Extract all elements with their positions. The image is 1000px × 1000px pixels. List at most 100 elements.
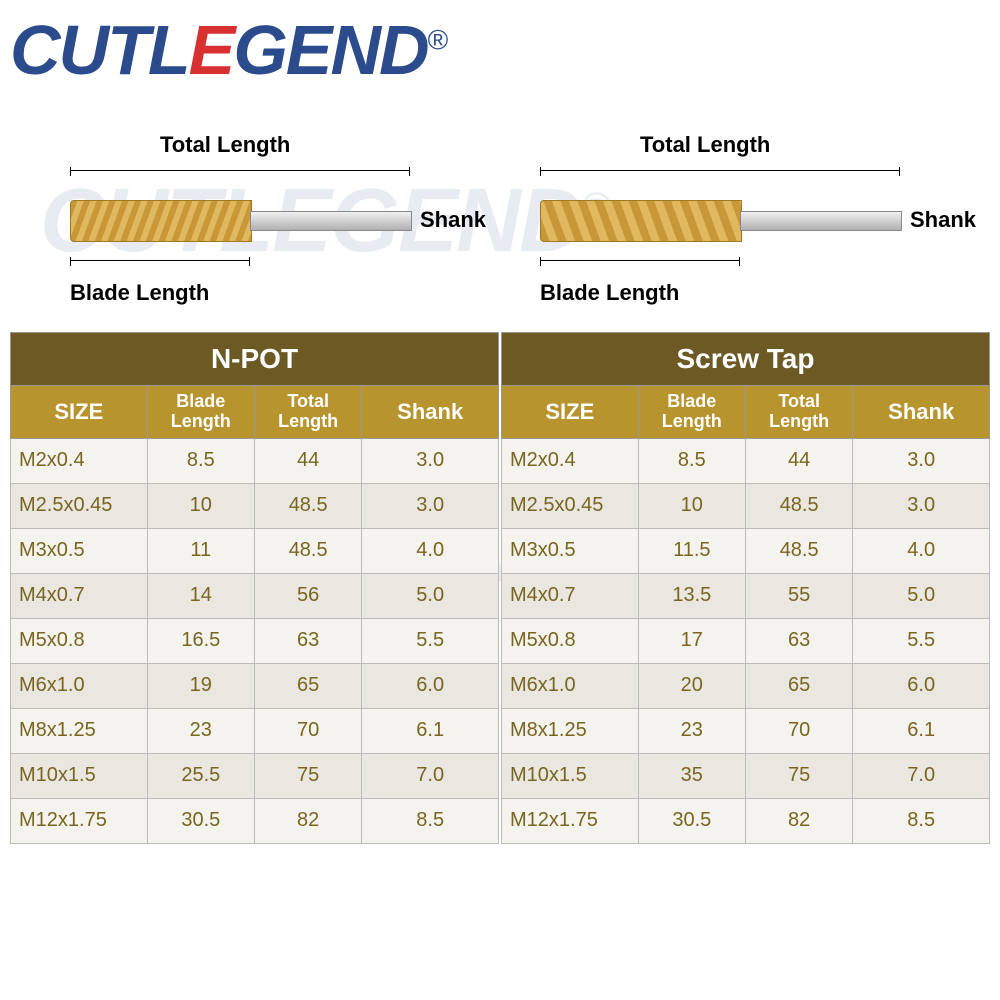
cell: 75 [254, 753, 361, 798]
cell: 56 [254, 573, 361, 618]
col-total: Total Length [745, 386, 852, 439]
cell: M8x1.25 [502, 708, 639, 753]
cell: M12x1.75 [11, 798, 148, 843]
table-row: M8x1.2523706.1 [502, 708, 990, 753]
cell: 7.0 [853, 753, 990, 798]
cell: 4.0 [853, 528, 990, 573]
cell: 3.0 [362, 438, 499, 483]
cell: 3.0 [853, 483, 990, 528]
cell: 14 [147, 573, 254, 618]
cell: 30.5 [638, 798, 745, 843]
cell: 10 [147, 483, 254, 528]
cell: 6.1 [362, 708, 499, 753]
cell: 48.5 [745, 483, 852, 528]
cell: 20 [638, 663, 745, 708]
cell: 7.0 [362, 753, 499, 798]
col-total: Total Length [254, 386, 361, 439]
cell: 4.0 [362, 528, 499, 573]
npot-body: M2x0.48.5443.0M2.5x0.451048.53.0M3x0.511… [11, 438, 499, 843]
brand-logo: CUTLEGEND® [10, 10, 446, 90]
cell: 8.5 [638, 438, 745, 483]
table-title: Screw Tap [502, 333, 990, 386]
cell: M2.5x0.45 [11, 483, 148, 528]
cell: M6x1.0 [11, 663, 148, 708]
col-size: SIZE [502, 386, 639, 439]
cell: 48.5 [745, 528, 852, 573]
cell: 63 [254, 618, 361, 663]
cell: 11 [147, 528, 254, 573]
cell: 48.5 [254, 483, 361, 528]
shank-label: Shank [420, 207, 486, 233]
table-row: M5x0.816.5635.5 [11, 618, 499, 663]
cell: 75 [745, 753, 852, 798]
table-row: M10x1.535757.0 [502, 753, 990, 798]
npot-table: N-POT SIZE Blade Length Total Length Sha… [10, 332, 499, 844]
spec-tables: N-POT SIZE Blade Length Total Length Sha… [10, 332, 990, 844]
cell: 3.0 [853, 438, 990, 483]
cell: M4x0.7 [11, 573, 148, 618]
cell: 63 [745, 618, 852, 663]
cell: M12x1.75 [502, 798, 639, 843]
cell: M5x0.8 [11, 618, 148, 663]
cell: 48.5 [254, 528, 361, 573]
cell: 19 [147, 663, 254, 708]
tool-diagrams: Total Length Shank Blade Length Total Le… [0, 140, 1000, 320]
col-blade: Blade Length [638, 386, 745, 439]
col-shank: Shank [853, 386, 990, 439]
cell: 13.5 [638, 573, 745, 618]
cell: 25.5 [147, 753, 254, 798]
cell: M10x1.5 [11, 753, 148, 798]
npot-diagram: Total Length Shank Blade Length [0, 140, 500, 320]
cell: 8.5 [853, 798, 990, 843]
cell: 65 [745, 663, 852, 708]
col-shank: Shank [362, 386, 499, 439]
table-row: M5x0.817635.5 [502, 618, 990, 663]
cell: 6.0 [853, 663, 990, 708]
cell: M3x0.5 [11, 528, 148, 573]
table-row: M4x0.714565.0 [11, 573, 499, 618]
screwtap-table: Screw Tap SIZE Blade Length Total Length… [501, 332, 990, 844]
table-row: M3x0.511.548.54.0 [502, 528, 990, 573]
screwtap-body: M2x0.48.5443.0M2.5x0.451048.53.0M3x0.511… [502, 438, 990, 843]
cell: 10 [638, 483, 745, 528]
shank-label: Shank [910, 207, 976, 233]
cell: 11.5 [638, 528, 745, 573]
cell: 16.5 [147, 618, 254, 663]
cell: 44 [254, 438, 361, 483]
col-blade: Blade Length [147, 386, 254, 439]
cell: 55 [745, 573, 852, 618]
cell: 65 [254, 663, 361, 708]
cell: 23 [638, 708, 745, 753]
table-row: M6x1.020656.0 [502, 663, 990, 708]
cell: 5.0 [853, 573, 990, 618]
cell: 70 [745, 708, 852, 753]
col-size: SIZE [11, 386, 148, 439]
cell: M2.5x0.45 [502, 483, 639, 528]
cell: 44 [745, 438, 852, 483]
cell: 6.0 [362, 663, 499, 708]
blade-length-label: Blade Length [70, 280, 209, 306]
table-row: M2.5x0.451048.53.0 [11, 483, 499, 528]
total-length-label: Total Length [160, 132, 290, 158]
cell: 5.0 [362, 573, 499, 618]
cell: 35 [638, 753, 745, 798]
cell: M2x0.4 [502, 438, 639, 483]
table-row: M12x1.7530.5828.5 [11, 798, 499, 843]
table-row: M12x1.7530.5828.5 [502, 798, 990, 843]
table-row: M2.5x0.451048.53.0 [502, 483, 990, 528]
cell: 82 [254, 798, 361, 843]
table-row: M2x0.48.5443.0 [11, 438, 499, 483]
screwtap-diagram: Total Length Shank Blade Length [500, 140, 1000, 320]
cell: 70 [254, 708, 361, 753]
total-length-label: Total Length [640, 132, 770, 158]
table-row: M2x0.48.5443.0 [502, 438, 990, 483]
cell: 6.1 [853, 708, 990, 753]
cell: M5x0.8 [502, 618, 639, 663]
cell: 3.0 [362, 483, 499, 528]
table-row: M4x0.713.5555.0 [502, 573, 990, 618]
cell: 23 [147, 708, 254, 753]
cell: M2x0.4 [11, 438, 148, 483]
cell: M10x1.5 [502, 753, 639, 798]
cell: M8x1.25 [11, 708, 148, 753]
cell: M3x0.5 [502, 528, 639, 573]
